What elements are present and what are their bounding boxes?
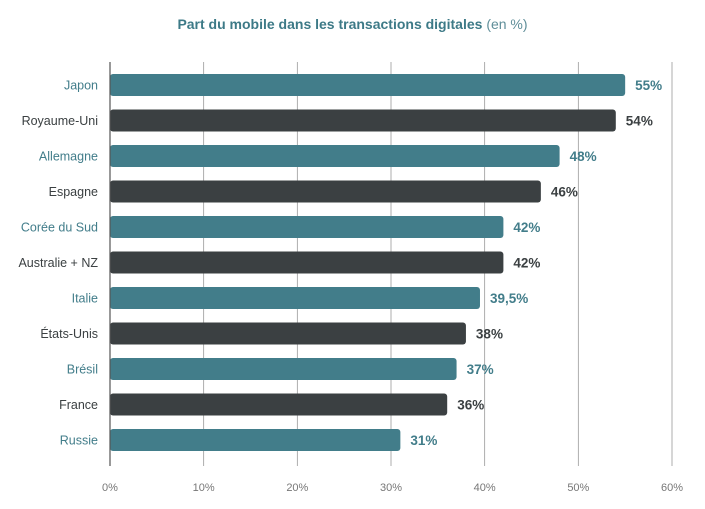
bar	[110, 180, 541, 203]
x-tick-label: 10%	[193, 482, 215, 494]
bar	[110, 216, 504, 238]
bar	[110, 145, 560, 167]
bar	[110, 393, 448, 416]
bar	[110, 109, 616, 132]
category-label: Brésil	[67, 363, 98, 377]
x-tick-label: 40%	[474, 482, 496, 494]
chart-title-text: Part du mobile dans les transactions dig…	[177, 16, 483, 32]
bar	[110, 322, 466, 345]
chart-title: Part du mobile dans les transactions dig…	[0, 16, 705, 32]
category-label: Allemagne	[39, 150, 98, 164]
category-label: États-Unis	[40, 326, 98, 341]
chart-title-unit: (en %)	[486, 16, 528, 32]
bar	[110, 429, 401, 451]
category-label: Russie	[60, 434, 98, 448]
category-label: Italie	[72, 292, 98, 306]
bar	[110, 251, 504, 274]
bar	[110, 74, 626, 96]
data-label: 42%	[513, 220, 540, 235]
data-label: 39,5%	[490, 291, 528, 306]
category-label: Royaume-Uni	[22, 114, 98, 128]
category-label: France	[59, 398, 98, 412]
data-label: 55%	[635, 78, 662, 93]
x-tick-label: 30%	[380, 482, 402, 494]
data-label: 38%	[476, 327, 503, 342]
data-label: 31%	[410, 433, 437, 448]
x-tick-label: 20%	[286, 482, 308, 494]
data-label: 48%	[570, 149, 597, 164]
data-label: 36%	[457, 398, 484, 413]
x-tick-label: 0%	[102, 482, 118, 494]
x-tick-label: 50%	[567, 482, 589, 494]
category-label: Corée du Sud	[21, 221, 98, 235]
data-label: 42%	[513, 256, 540, 271]
data-label: 46%	[551, 185, 578, 200]
category-label: Espagne	[49, 185, 98, 199]
x-tick-label: 60%	[661, 482, 683, 494]
data-label: 37%	[467, 362, 494, 377]
bar	[110, 287, 480, 309]
data-label: 54%	[626, 114, 653, 129]
category-label: Australie + NZ	[18, 256, 98, 270]
bar	[110, 358, 457, 380]
category-label: Japon	[64, 79, 98, 93]
